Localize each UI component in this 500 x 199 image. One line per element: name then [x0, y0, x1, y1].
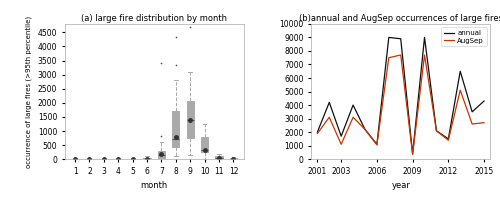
AugSep — [386, 57, 392, 59]
AugSep — [326, 116, 332, 118]
annual — [457, 70, 463, 72]
annual — [410, 153, 416, 155]
annual — [326, 101, 332, 103]
annual — [422, 36, 428, 39]
annual — [338, 135, 344, 137]
annual — [469, 111, 475, 113]
AugSep — [398, 54, 404, 56]
annual — [350, 104, 356, 106]
annual — [446, 138, 452, 140]
PathPatch shape — [172, 111, 180, 146]
annual — [386, 36, 392, 39]
PathPatch shape — [144, 158, 150, 159]
Title: (a) large fire distribution by month: (a) large fire distribution by month — [82, 14, 228, 23]
AugSep — [457, 89, 463, 91]
Line: AugSep: AugSep — [318, 55, 484, 154]
X-axis label: year: year — [392, 181, 410, 190]
Y-axis label: occurrence of large fires (>95th percentile): occurrence of large fires (>95th percent… — [26, 16, 32, 168]
AugSep — [374, 144, 380, 146]
AugSep — [434, 130, 440, 132]
Legend: annual, AugSep: annual, AugSep — [441, 27, 486, 46]
annual — [362, 128, 368, 131]
AugSep — [362, 128, 368, 131]
annual — [374, 143, 380, 145]
Title: (b)annual and AugSep occurrences of large fires: (b)annual and AugSep occurrences of larg… — [298, 14, 500, 23]
AugSep — [314, 132, 320, 135]
AugSep — [338, 143, 344, 145]
AugSep — [410, 153, 416, 156]
AugSep — [469, 123, 475, 125]
annual — [434, 130, 440, 132]
PathPatch shape — [158, 151, 165, 159]
annual — [314, 131, 320, 133]
annual — [481, 100, 487, 102]
PathPatch shape — [216, 156, 222, 159]
AugSep — [481, 121, 487, 124]
AugSep — [422, 54, 428, 56]
annual — [398, 38, 404, 40]
PathPatch shape — [201, 137, 208, 152]
PathPatch shape — [186, 101, 194, 138]
AugSep — [350, 116, 356, 118]
AugSep — [446, 139, 452, 141]
X-axis label: month: month — [140, 181, 168, 190]
Line: annual: annual — [318, 37, 484, 154]
PathPatch shape — [230, 158, 237, 159]
